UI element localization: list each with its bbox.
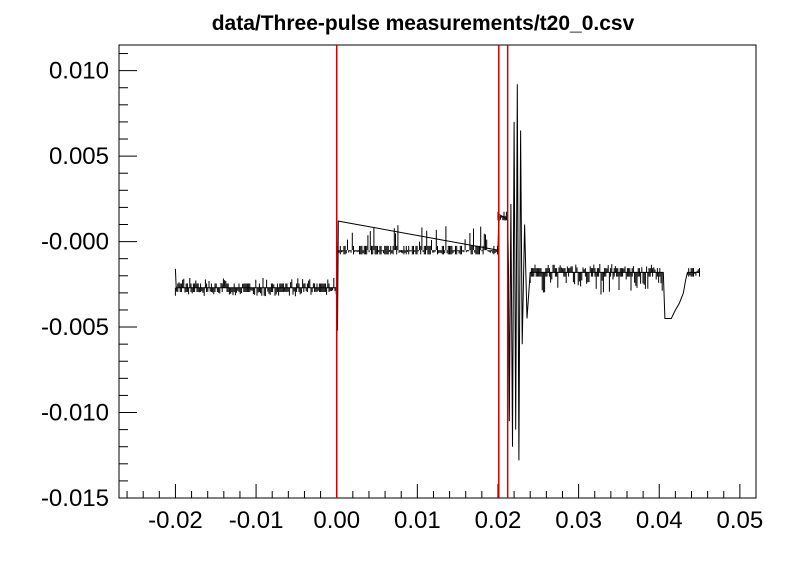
x-tick-label: 0.05 [717, 507, 764, 534]
x-tick-label: 0.04 [636, 507, 683, 534]
trace-line [174, 84, 700, 461]
y-tick-label: -0.010 [41, 400, 109, 427]
x-tick-label: 0.03 [555, 507, 602, 534]
y-tick-label: 0.005 [49, 143, 109, 170]
y-tick-label: 0.010 [49, 58, 109, 85]
y-tick-label: -0.000 [41, 229, 109, 256]
x-tick-label: 0.02 [475, 507, 522, 534]
y-tick-label: -0.005 [41, 314, 109, 341]
x-tick-label: 0.01 [394, 507, 441, 534]
x-tick-label: -0.02 [148, 507, 203, 534]
plot-area: 0.010 0.005 -0.000 -0.005 -0.010 -0.015 -0.02-… [41, 44, 764, 534]
chart-title: data/Three-pulse measurements/t20_0.csv [212, 12, 635, 35]
x-tick-label: 0.00 [313, 507, 360, 534]
y-tick-label: -0.015 [41, 485, 109, 512]
plot-frame [118, 44, 757, 499]
x-tick-label: -0.01 [229, 507, 284, 534]
